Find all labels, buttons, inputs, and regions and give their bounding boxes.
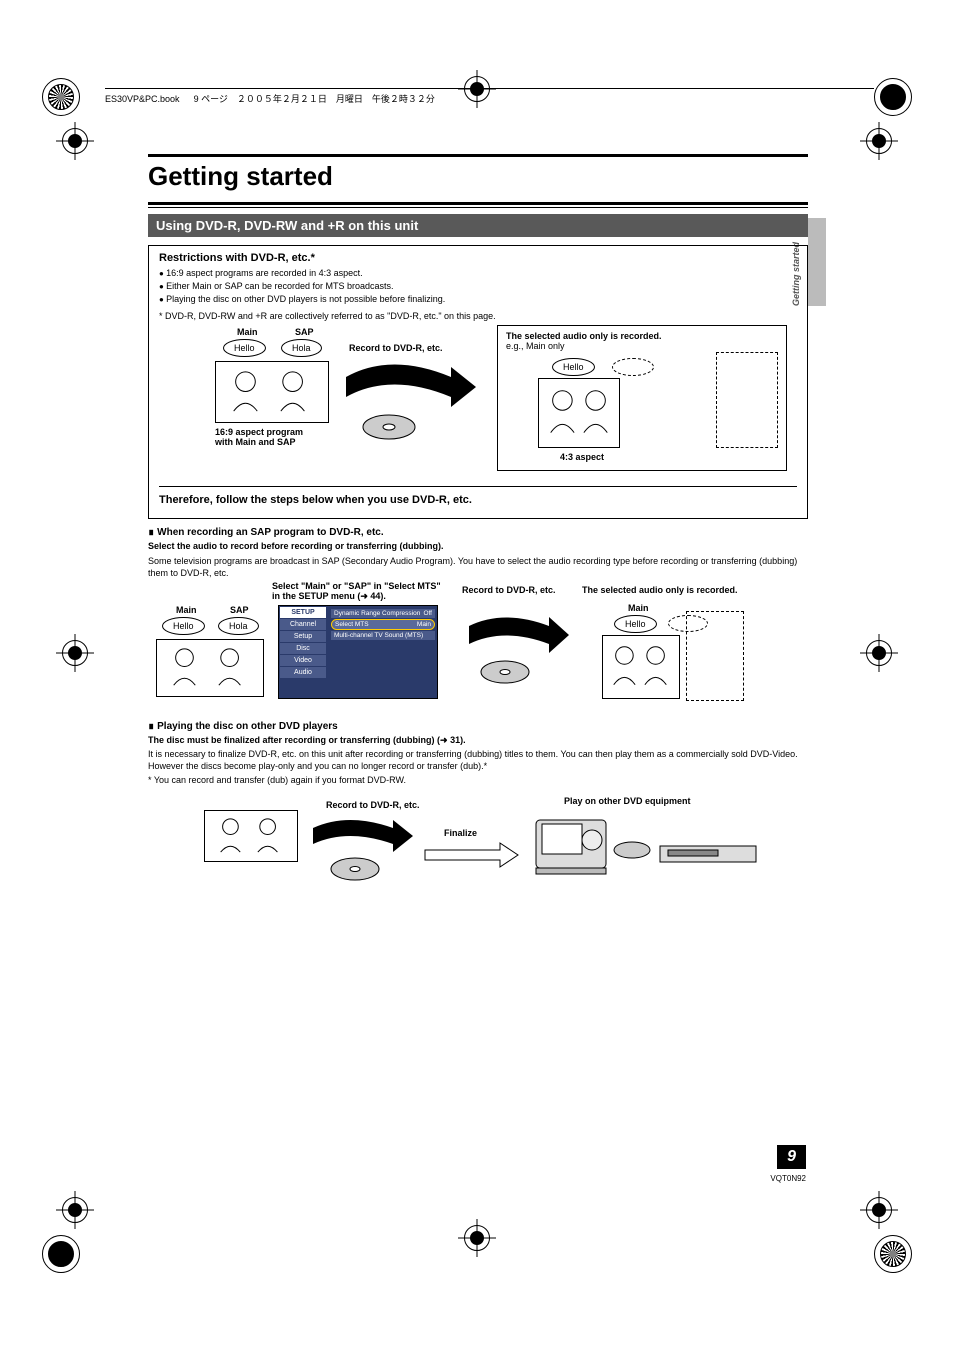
people-icon [205,811,297,862]
arrow-icon [464,611,574,661]
bubble-empty [612,358,654,376]
restrictions-note: * DVD-R, DVD-RW and +R are collectively … [159,311,797,321]
record-label: Record to DVD-R, etc. [326,800,420,810]
step-title: Select "Main" or "SAP" in "Select MTS" i… [272,581,442,602]
diagram-finalize: Record to DVD-R, etc. Finalize Play on o… [148,792,808,892]
source-frame [156,639,264,697]
label-main: Main [176,605,197,615]
crop-mark-bl [42,1235,80,1273]
result-panel: The selected audio only is recorded. e.g… [497,325,787,471]
bubble-hola: Hola [281,339,322,357]
sap-para: Some television programs are broadcast i… [148,555,808,579]
setup-tab: SETUP [280,607,326,618]
registration-mark [62,128,88,154]
play-equipment-label: Play on other DVD equipment [564,796,691,806]
source-frame [204,810,298,862]
result-subtitle: e.g., Main only [506,341,778,351]
finalize-label: Finalize [444,828,477,838]
label-sap: SAP [230,605,249,615]
setup-tab: Channel [280,619,326,630]
registration-mark [62,640,88,666]
bubble-hola: Hola [218,617,259,635]
people-icon [216,362,328,423]
play-bold-line: The disc must be finalized after recordi… [148,734,808,746]
sap-heading: When recording an SAP program to DVD-R, … [148,527,808,538]
registration-mark-bottom [464,1225,490,1251]
header-pageinfo: 9 ページ ２００５年２月２１日 月曜日 午後２時３２分 [194,94,435,104]
disc-icon [328,852,382,886]
rule [148,154,808,157]
restriction-bullet: 16:9 aspect programs are recorded in 4:3… [159,267,797,280]
header-filename: ES30VP&PC.book [105,94,180,104]
doc-code: VQT0N92 [770,1174,806,1183]
people-icon [603,636,679,698]
setup-menu: SETUP Channel Setup Disc Video Audio Dyn… [278,605,438,699]
play-heading: Playing the disc on other DVD players [148,721,808,732]
rule [148,202,808,205]
play-para: It is necessary to finalize DVD-R, etc. … [148,748,808,772]
registration-mark [866,128,892,154]
setup-tab: Audio [280,667,326,678]
bubble-hello: Hello [162,617,205,635]
label-sap: SAP [295,327,314,337]
dvd-equipment-icon [532,810,762,880]
setup-row-highlighted: Select MTSMain [331,619,435,630]
diagram-setup: Main SAP Hello Hola Select "Main" or "SA… [148,583,808,713]
setup-tab: Video [280,655,326,666]
result-title: The selected audio only is recorded. [506,331,778,341]
bubble-hello: Hello [614,615,657,633]
result-main-label: Main [628,603,649,613]
result-label: The selected audio only is recorded. [582,585,738,595]
disc-icon [478,655,532,689]
result-frame [538,378,620,448]
result-frame [602,635,680,699]
restriction-bullet: Playing the disc on other DVD players is… [159,293,797,306]
people-icon [539,379,619,447]
arrow-icon [420,840,520,870]
rule [148,207,808,208]
sap-bold-line: Select the audio to record before record… [148,540,808,552]
source-frame [215,361,329,423]
setup-tab: Disc [280,643,326,654]
restriction-bullet: Either Main or SAP can be recorded for M… [159,280,797,293]
restrictions-box: Restrictions with DVD-R, etc.* 16:9 aspe… [148,245,808,519]
dashed-crop [686,611,744,701]
registration-mark [866,640,892,666]
registration-mark [62,1197,88,1223]
bubble-hello: Hello [552,358,595,376]
print-header: ES30VP&PC.book 9 ページ ２００５年２月２１日 月曜日 午後２時… [105,88,874,105]
restrictions-heading: Restrictions with DVD-R, etc.* [159,252,797,264]
caption-left: 16:9 aspect program with Main and SAP [215,427,303,447]
diagram-aspect: Main SAP Hello Hola 16:9 aspect program … [159,329,797,487]
crop-mark-br [874,1235,912,1273]
follow-steps: Therefore, follow the steps below when y… [159,491,797,510]
page-title: Getting started [148,161,808,192]
bubble-hello: Hello [223,339,266,357]
setup-tab: Setup [280,631,326,642]
setup-row: Dynamic Range CompressionOff [331,609,435,618]
page-number: 9 [777,1145,806,1169]
setup-tabs: SETUP Channel Setup Disc Video Audio [279,606,327,679]
record-label: Record to DVD-R, etc. [462,585,556,595]
caption-aspect: 4:3 aspect [560,452,604,462]
record-label: Record to DVD-R, etc. [349,343,443,353]
setup-row: Multi-channel TV Sound (MTS) [331,631,435,640]
setup-options: Dynamic Range CompressionOff Select MTSM… [329,606,437,643]
registration-mark [866,1197,892,1223]
page-content: Getting started Using DVD-R, DVD-RW and … [148,154,808,892]
crop-mark-tl [42,78,80,116]
play-note: * You can record and transfer (dub) agai… [148,774,808,786]
label-main: Main [237,327,258,337]
disc-icon [359,407,419,447]
section-heading: Using DVD-R, DVD-RW and +R on this unit [148,214,808,237]
people-icon [157,640,263,697]
crop-mark-tr [874,78,912,116]
